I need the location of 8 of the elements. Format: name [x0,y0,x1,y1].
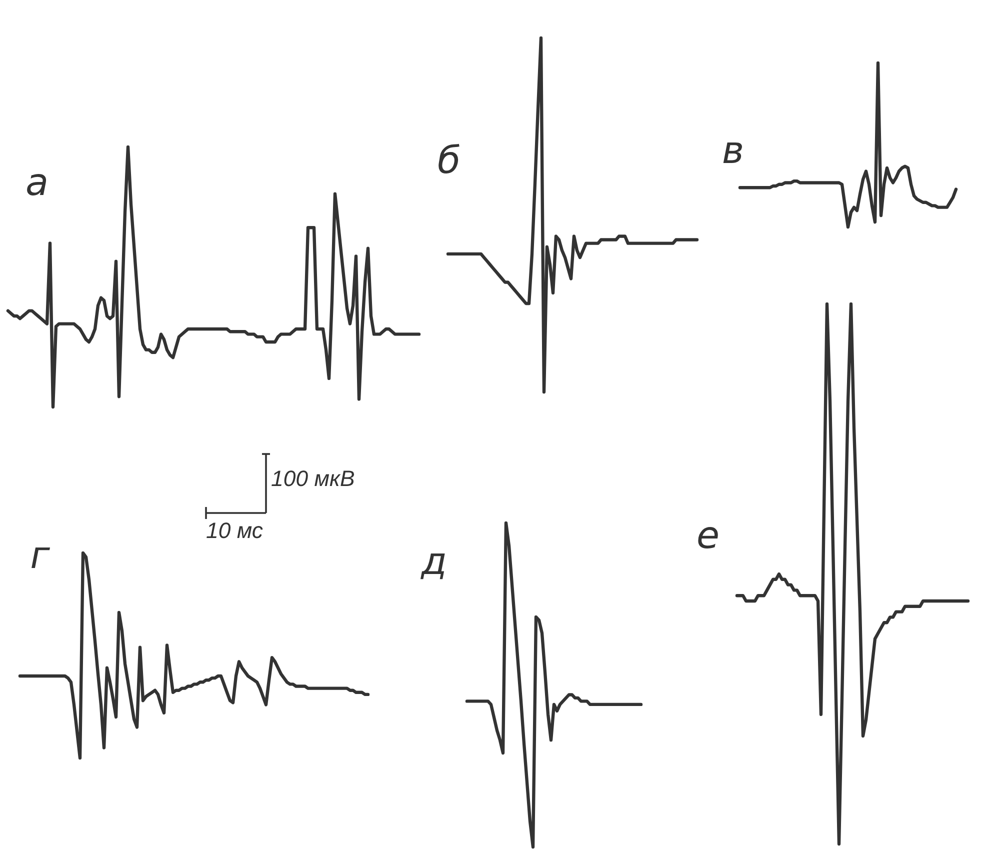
text: в [723,142,742,163]
text: 10 мс [206,522,263,538]
text: е [698,527,718,549]
text: б [438,144,460,174]
text: а [27,174,46,196]
text: 100 мкВ [272,470,354,486]
chart-title: г [32,547,50,568]
text: д [420,553,445,580]
